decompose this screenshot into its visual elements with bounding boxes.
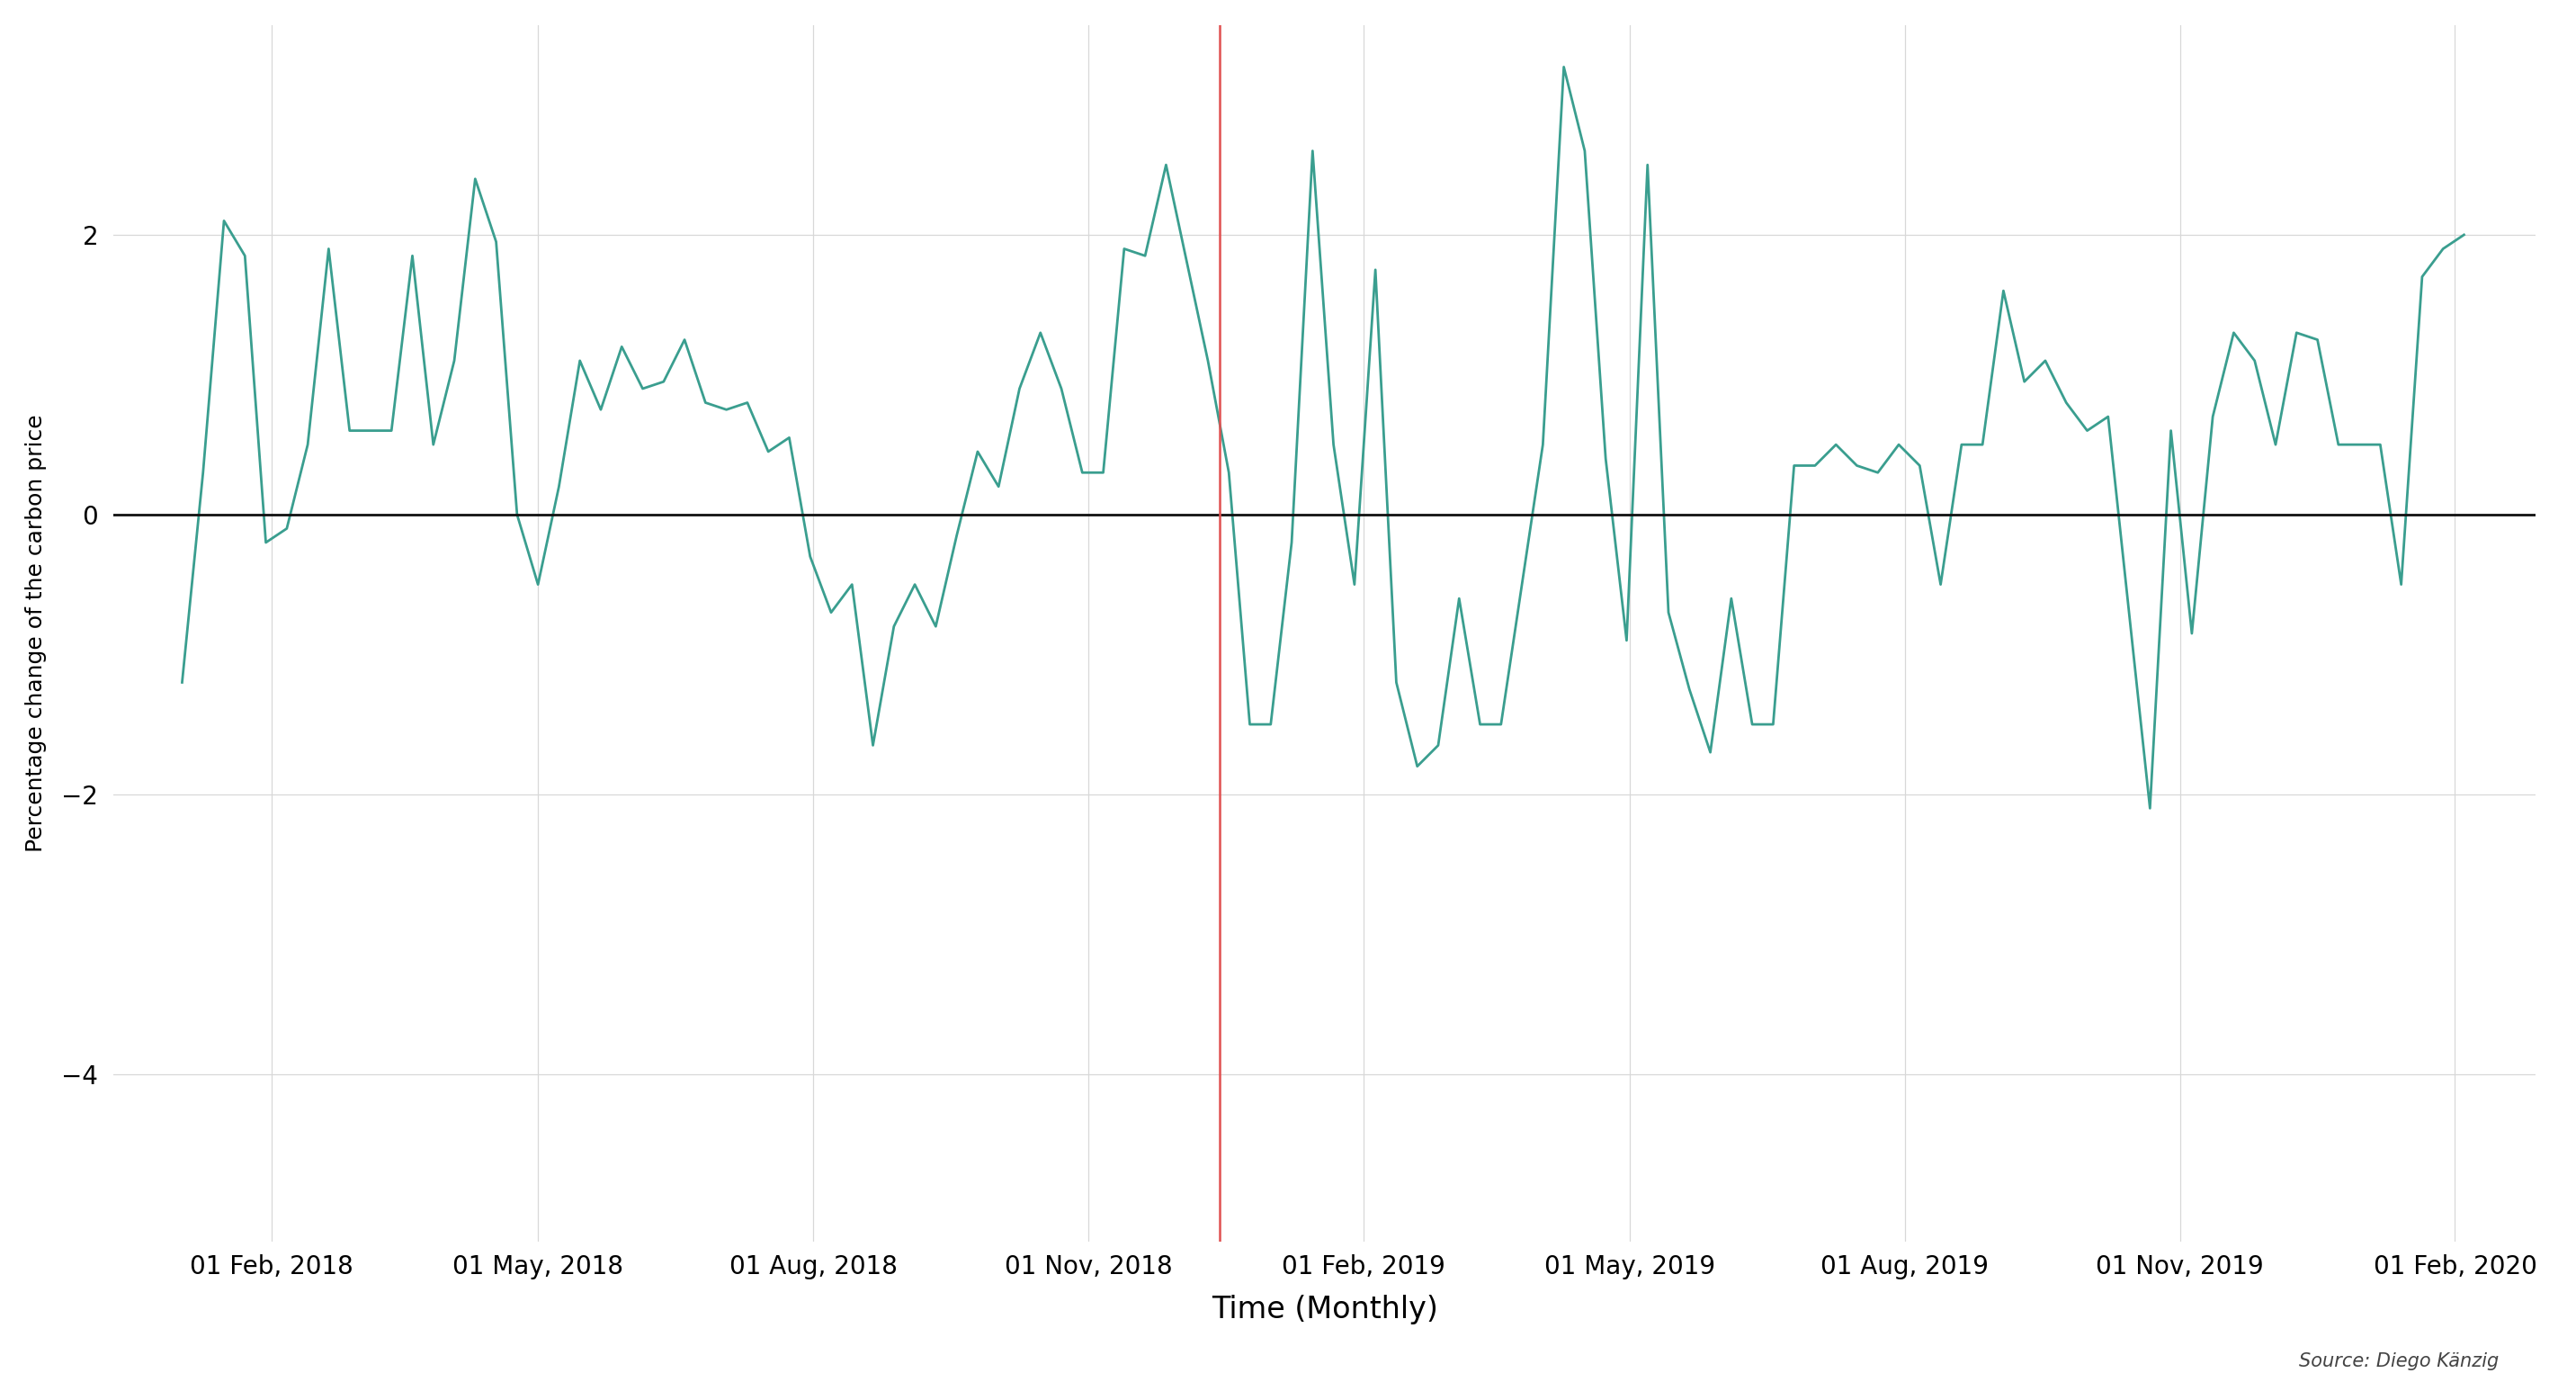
Text: Source: Diego Känzig: Source: Diego Känzig xyxy=(2298,1352,2499,1370)
Y-axis label: Percentage change of the carbon price: Percentage change of the carbon price xyxy=(26,415,46,853)
X-axis label: Time (Monthly): Time (Monthly) xyxy=(1211,1295,1437,1324)
